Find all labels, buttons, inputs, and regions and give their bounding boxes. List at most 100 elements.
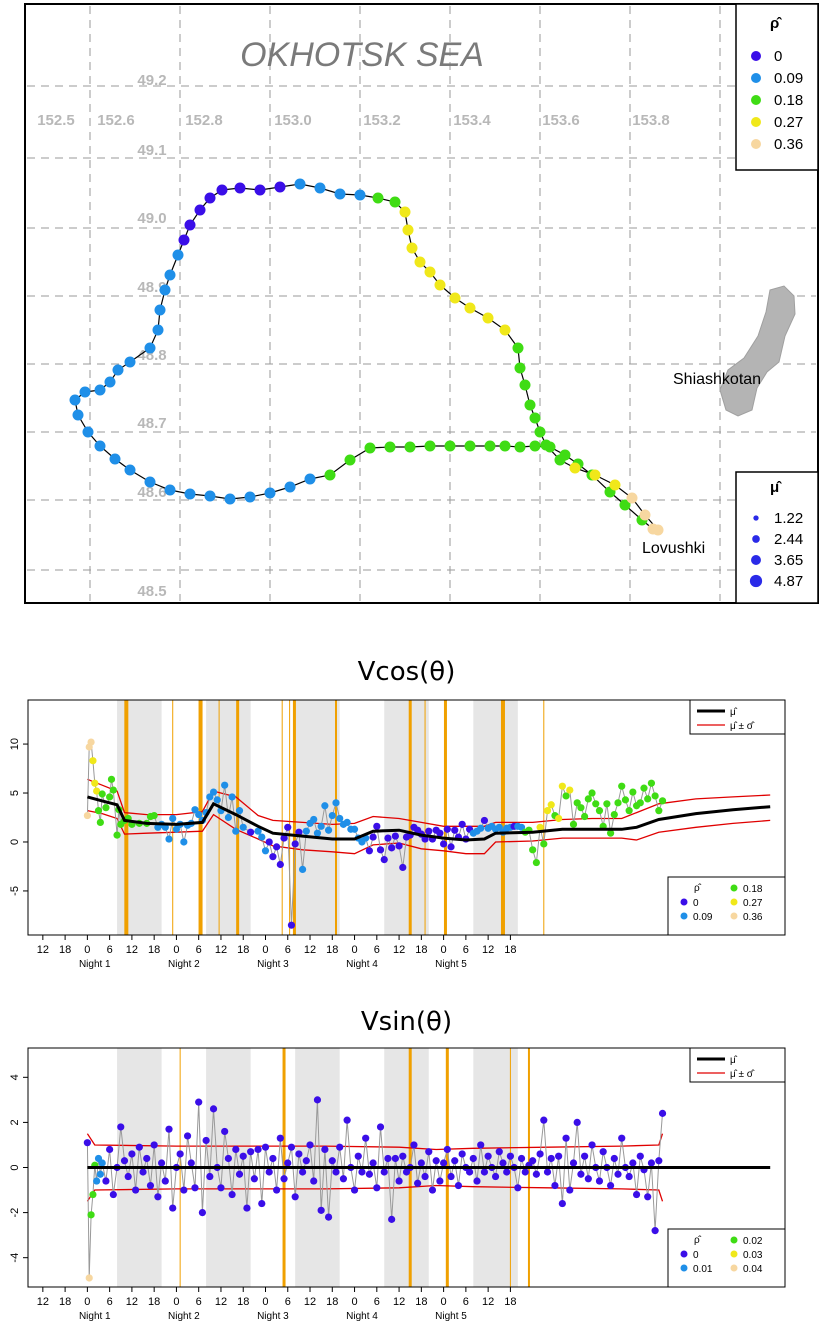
track-point [304, 473, 316, 485]
track-point [264, 487, 276, 499]
y-tick-label: 0 [9, 1164, 21, 1170]
observation-point [224, 813, 232, 822]
observation-point [150, 811, 158, 820]
observation-point [629, 788, 637, 796]
observation-point [165, 1125, 173, 1133]
track-point [204, 192, 216, 204]
x-tick-label: 0 [262, 944, 268, 956]
rho-legend-label: 0.36 [743, 912, 763, 923]
observation-point [187, 1159, 195, 1167]
observation-point [254, 827, 262, 835]
observation-point [447, 1172, 455, 1181]
rho-legend-swatch [680, 1250, 688, 1258]
x-tick-label: 0 [441, 944, 447, 956]
shiashkotan-island [719, 285, 796, 417]
track-point [399, 206, 411, 218]
observation-point [169, 814, 177, 823]
observation-point [603, 800, 611, 808]
x-tick-label: 0 [173, 944, 179, 956]
observation-point [143, 1154, 151, 1163]
observation-point [83, 1139, 91, 1147]
lon-label: 153.8 [632, 112, 670, 129]
track-point [124, 356, 136, 368]
observation-point [258, 1199, 266, 1208]
night-label: Night 3 [257, 1311, 289, 1322]
observation-point [566, 786, 574, 794]
track-point [512, 342, 524, 354]
observation-point [410, 1141, 418, 1149]
observation-point [365, 847, 373, 855]
track-point [94, 440, 106, 452]
observation-point [373, 822, 381, 830]
observation-point [273, 1186, 281, 1194]
observation-point [113, 831, 121, 839]
observation-point [562, 792, 570, 800]
legend-band-label: μ̂ ± σ̂ [730, 720, 755, 732]
observation-point [132, 1186, 140, 1194]
observation-point [276, 1134, 284, 1142]
observation-point [555, 814, 563, 823]
track-point [609, 479, 621, 491]
observation-point [395, 842, 403, 850]
observation-point [569, 1159, 578, 1167]
observation-point [592, 800, 600, 808]
legend-band-label: μ̂ ± σ̂ [730, 1068, 755, 1080]
x-tick-label: 0 [262, 1296, 268, 1308]
observation-point [239, 823, 247, 831]
observation-point [317, 822, 325, 830]
observation-point [647, 1159, 656, 1167]
observation-point [87, 738, 95, 746]
x-tick-label: 12 [37, 1296, 49, 1308]
observation-point [317, 1206, 325, 1214]
observation-point [517, 823, 526, 831]
rho-legend-label: 0.27 [743, 898, 763, 909]
y-tick-label: -2 [9, 1208, 21, 1218]
chart-title: Vsin(θ) [361, 1007, 452, 1037]
observation-point [384, 1154, 392, 1163]
observation-point [569, 820, 578, 828]
observation-point [618, 1134, 626, 1142]
x-tick-label: 12 [215, 1296, 227, 1308]
track-point [112, 364, 124, 376]
track-point [204, 490, 216, 502]
observation-point [425, 1148, 433, 1156]
observation-point [224, 1154, 232, 1163]
x-tick-label: 6 [374, 944, 380, 956]
observation-point [180, 1186, 188, 1194]
chart-title: Vcos(θ) [358, 657, 456, 687]
observation-point [157, 1159, 166, 1167]
observation-point [302, 827, 310, 835]
y-tick-label: 0 [9, 839, 21, 845]
x-tick-label: 18 [504, 1296, 516, 1308]
track-point [384, 441, 396, 453]
observation-point [235, 1170, 244, 1178]
y-tick-label: 10 [9, 738, 21, 750]
observation-point [120, 1157, 129, 1165]
observation-point [354, 1152, 362, 1160]
observation-point [380, 1168, 388, 1176]
rho-legend-swatch [751, 51, 761, 61]
observation-point [529, 846, 537, 854]
observation-point [577, 1170, 585, 1178]
observation-point [247, 828, 255, 836]
track-point [294, 178, 306, 190]
observation-point [350, 1186, 359, 1194]
x-tick-label: 6 [107, 944, 113, 956]
observation-point [573, 1118, 581, 1127]
observation-point [276, 860, 284, 869]
observation-point [595, 1177, 604, 1185]
observation-point [369, 1159, 377, 1167]
x-tick-label: 12 [126, 1296, 138, 1308]
observation-point [321, 1145, 329, 1154]
rho-legend-swatch [680, 912, 688, 920]
observation-point [191, 806, 199, 814]
observation-point [655, 807, 663, 815]
observation-point [91, 779, 99, 787]
observation-point [172, 825, 181, 833]
line-legend: μ̂ μ̂ ± σ̂ [689, 699, 786, 735]
observation-point [93, 1177, 101, 1185]
mu-legend-label: 4.87 [774, 573, 803, 590]
x-tick-label: 0 [84, 1296, 90, 1308]
observation-point [161, 1177, 169, 1185]
observation-point [440, 840, 448, 848]
